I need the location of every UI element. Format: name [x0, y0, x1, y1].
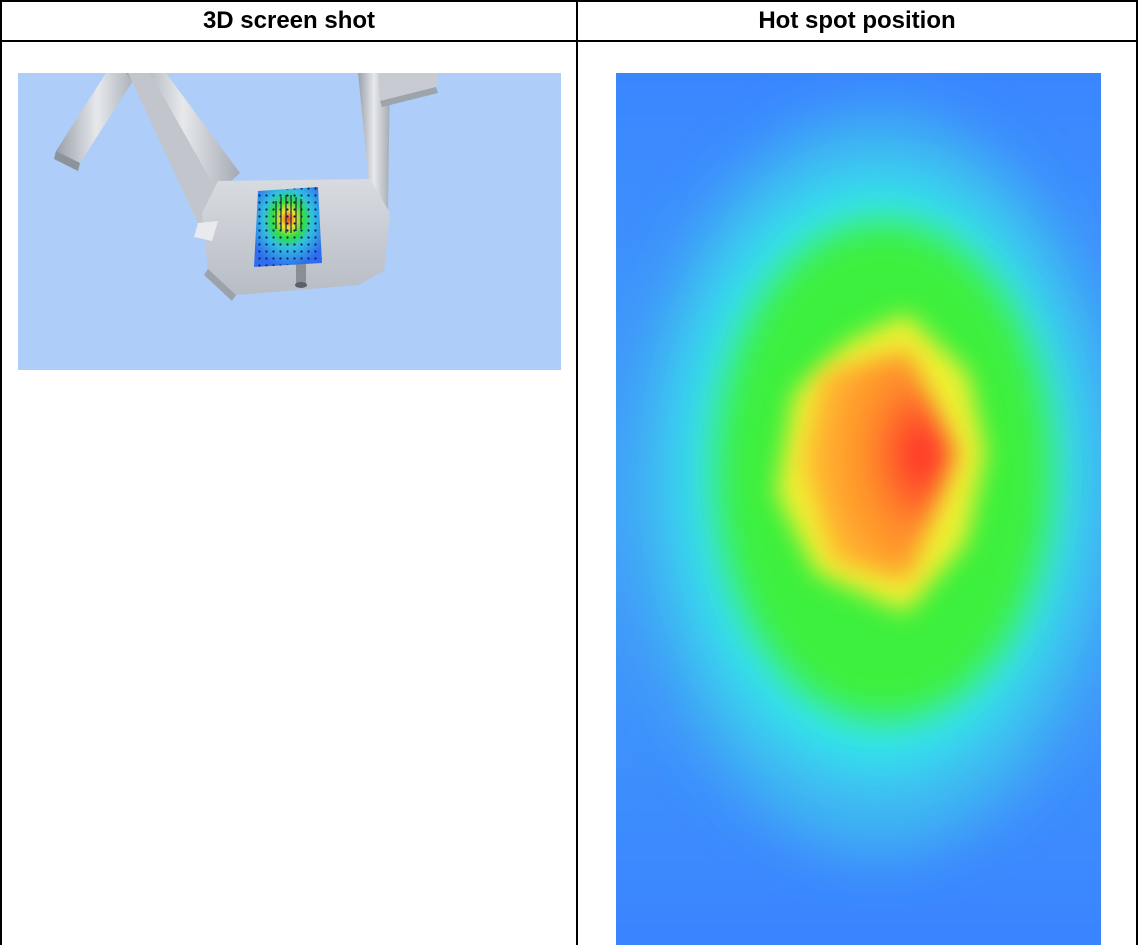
3d-screenshot-image [18, 73, 561, 370]
column-header-3d-screen-shot: 3D screen shot [202, 7, 376, 34]
heatmap-hot-spot-icon [616, 73, 1101, 945]
hot-spot-heatmap-image [616, 73, 1101, 945]
column-divider [576, 2, 578, 945]
column-header-hot-spot-position: Hot spot position [758, 7, 956, 34]
3d-model-icon [54, 73, 438, 301]
table-header-row: 3D screen shot Hot spot position [2, 2, 1136, 42]
